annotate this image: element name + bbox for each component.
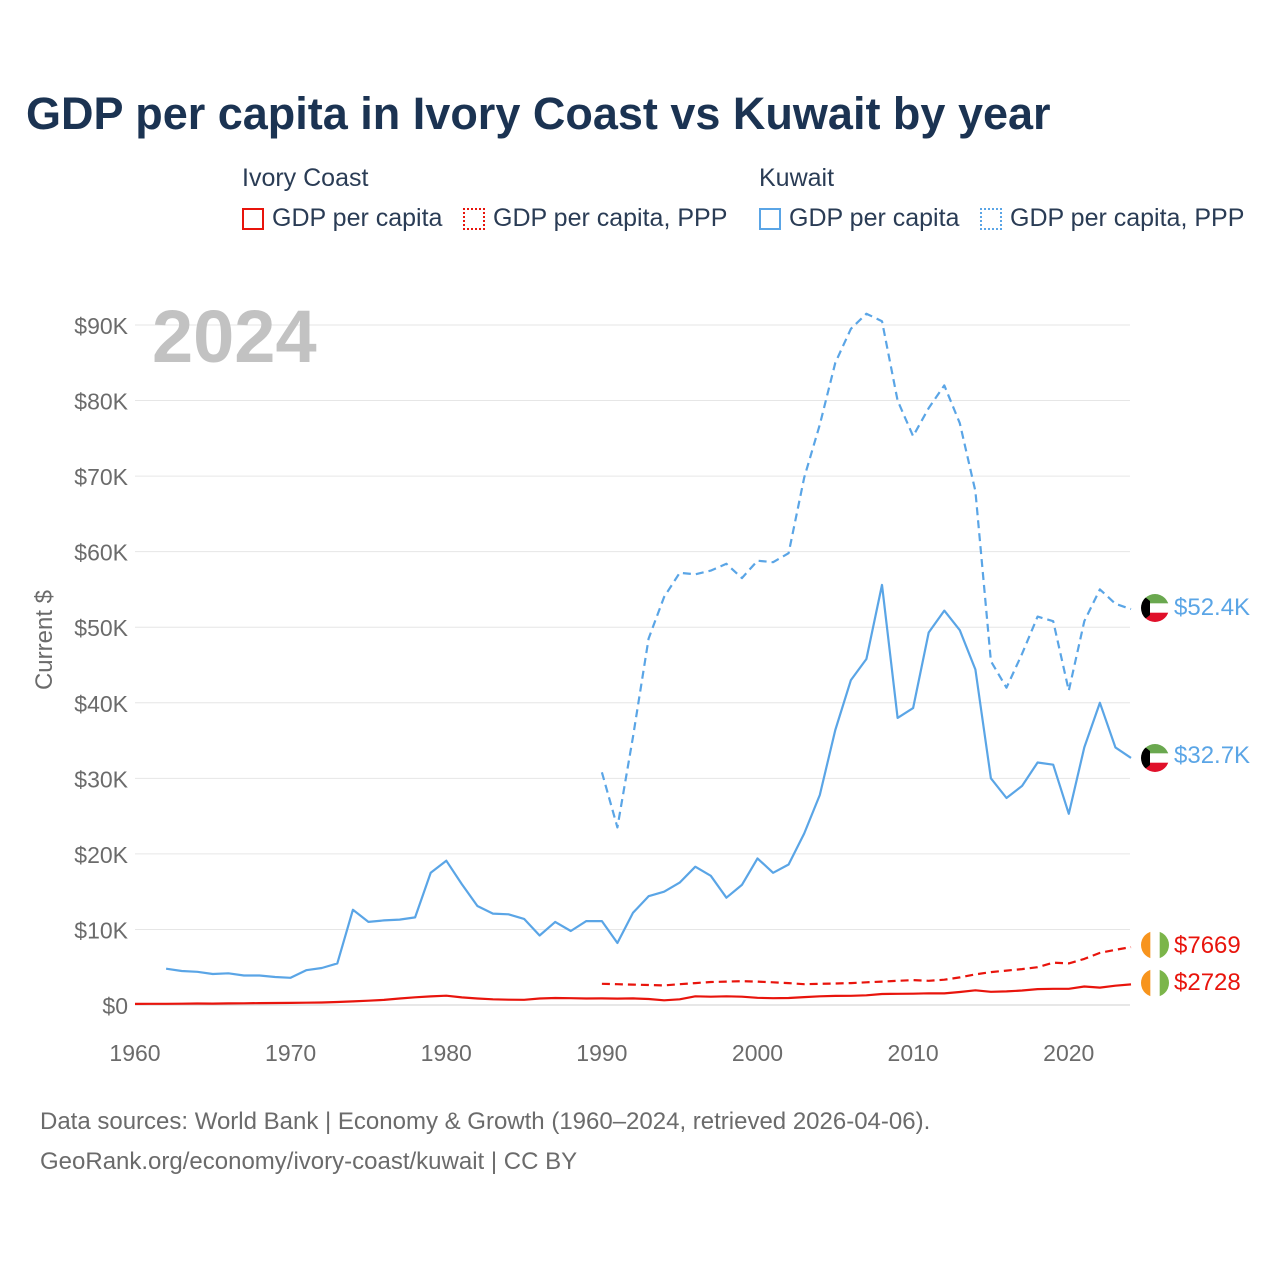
chart-title: GDP per capita in Ivory Coast vs Kuwait …: [26, 88, 1051, 139]
x-tick-label: 2000: [732, 1040, 783, 1066]
kuwait-flag-icon: [1141, 594, 1169, 622]
series-line-kuwait-gdp-per-capita-ppp: [600, 312, 1132, 829]
legend-swatch-dotted-red: [463, 207, 485, 230]
series-line-ivory-coast-gdp-per-capita: [134, 983, 1132, 1006]
legend-label: GDP per capita: [272, 204, 443, 232]
y-tick-label: $60K: [74, 540, 128, 566]
legend-swatch-solid-red: [242, 207, 264, 230]
x-tick-label: 2010: [888, 1040, 939, 1066]
legend-item-kuwait-gdp[interactable]: GDP per capita: [759, 204, 959, 233]
x-tick-label: 1960: [109, 1040, 160, 1066]
y-tick-label: $30K: [74, 766, 128, 792]
end-label-kuwait-ppp: $52.4K: [1174, 594, 1250, 621]
legend-label: GDP per capita, PPP: [493, 204, 728, 232]
legend-label: GDP per capita, PPP: [1010, 204, 1245, 232]
y-tick-label: $20K: [74, 842, 128, 868]
source-line-1: Data sources: World Bank | Economy & Gro…: [40, 1108, 931, 1135]
x-tick-label: 1990: [576, 1040, 627, 1066]
end-label-kuwait-gdp: $32.7K: [1174, 742, 1250, 769]
ivory-coast-flag-icon: [1141, 931, 1169, 959]
y-tick-label: $10K: [74, 917, 128, 943]
x-tick-label: 2020: [1043, 1040, 1094, 1066]
year-watermark: 2024: [152, 295, 317, 378]
legend-item-kuwait-gdp-ppp[interactable]: GDP per capita, PPP: [980, 204, 1244, 233]
end-label-ivory-coast-ppp: $7669: [1174, 932, 1241, 959]
series-line-kuwait-gdp-per-capita: [165, 583, 1132, 979]
y-axis-label: Current $: [31, 590, 58, 690]
y-tick-label: $50K: [74, 615, 128, 641]
y-tick-label: $0: [102, 993, 128, 1019]
y-tick-label: $80K: [74, 389, 128, 415]
legend-group-ivory-coast: Ivory Coast: [242, 164, 369, 192]
legend-label: GDP per capita: [789, 204, 960, 232]
legend-item-ivory-coast-gdp-ppp[interactable]: GDP per capita, PPP: [463, 204, 727, 233]
end-label-ivory-coast-gdp: $2728: [1174, 969, 1241, 996]
series-line-ivory-coast-gdp-per-capita-ppp: [601, 946, 1132, 987]
y-tick-label: $90K: [74, 313, 128, 339]
line-chart: 2024 $0 $10K $20K $30K $40K $50K $60K $70K $80K $…: [31, 295, 1250, 1066]
kuwait-flag-icon: [1141, 744, 1169, 772]
y-tick-label: $70K: [74, 464, 128, 490]
legend-swatch-dotted-blue: [980, 207, 1002, 230]
y-tick-label: $40K: [74, 691, 128, 717]
legend-group-kuwait: Kuwait: [759, 164, 835, 192]
source-line-2[interactable]: GeoRank.org/economy/ivory-coast/kuwait |…: [40, 1148, 578, 1175]
legend-swatch-solid-blue: [759, 207, 781, 230]
ivory-coast-flag-icon: [1141, 969, 1169, 997]
x-tick-label: 1970: [265, 1040, 316, 1066]
legend-item-ivory-coast-gdp[interactable]: GDP per capita: [242, 204, 442, 233]
x-tick-label: 1980: [421, 1040, 472, 1066]
